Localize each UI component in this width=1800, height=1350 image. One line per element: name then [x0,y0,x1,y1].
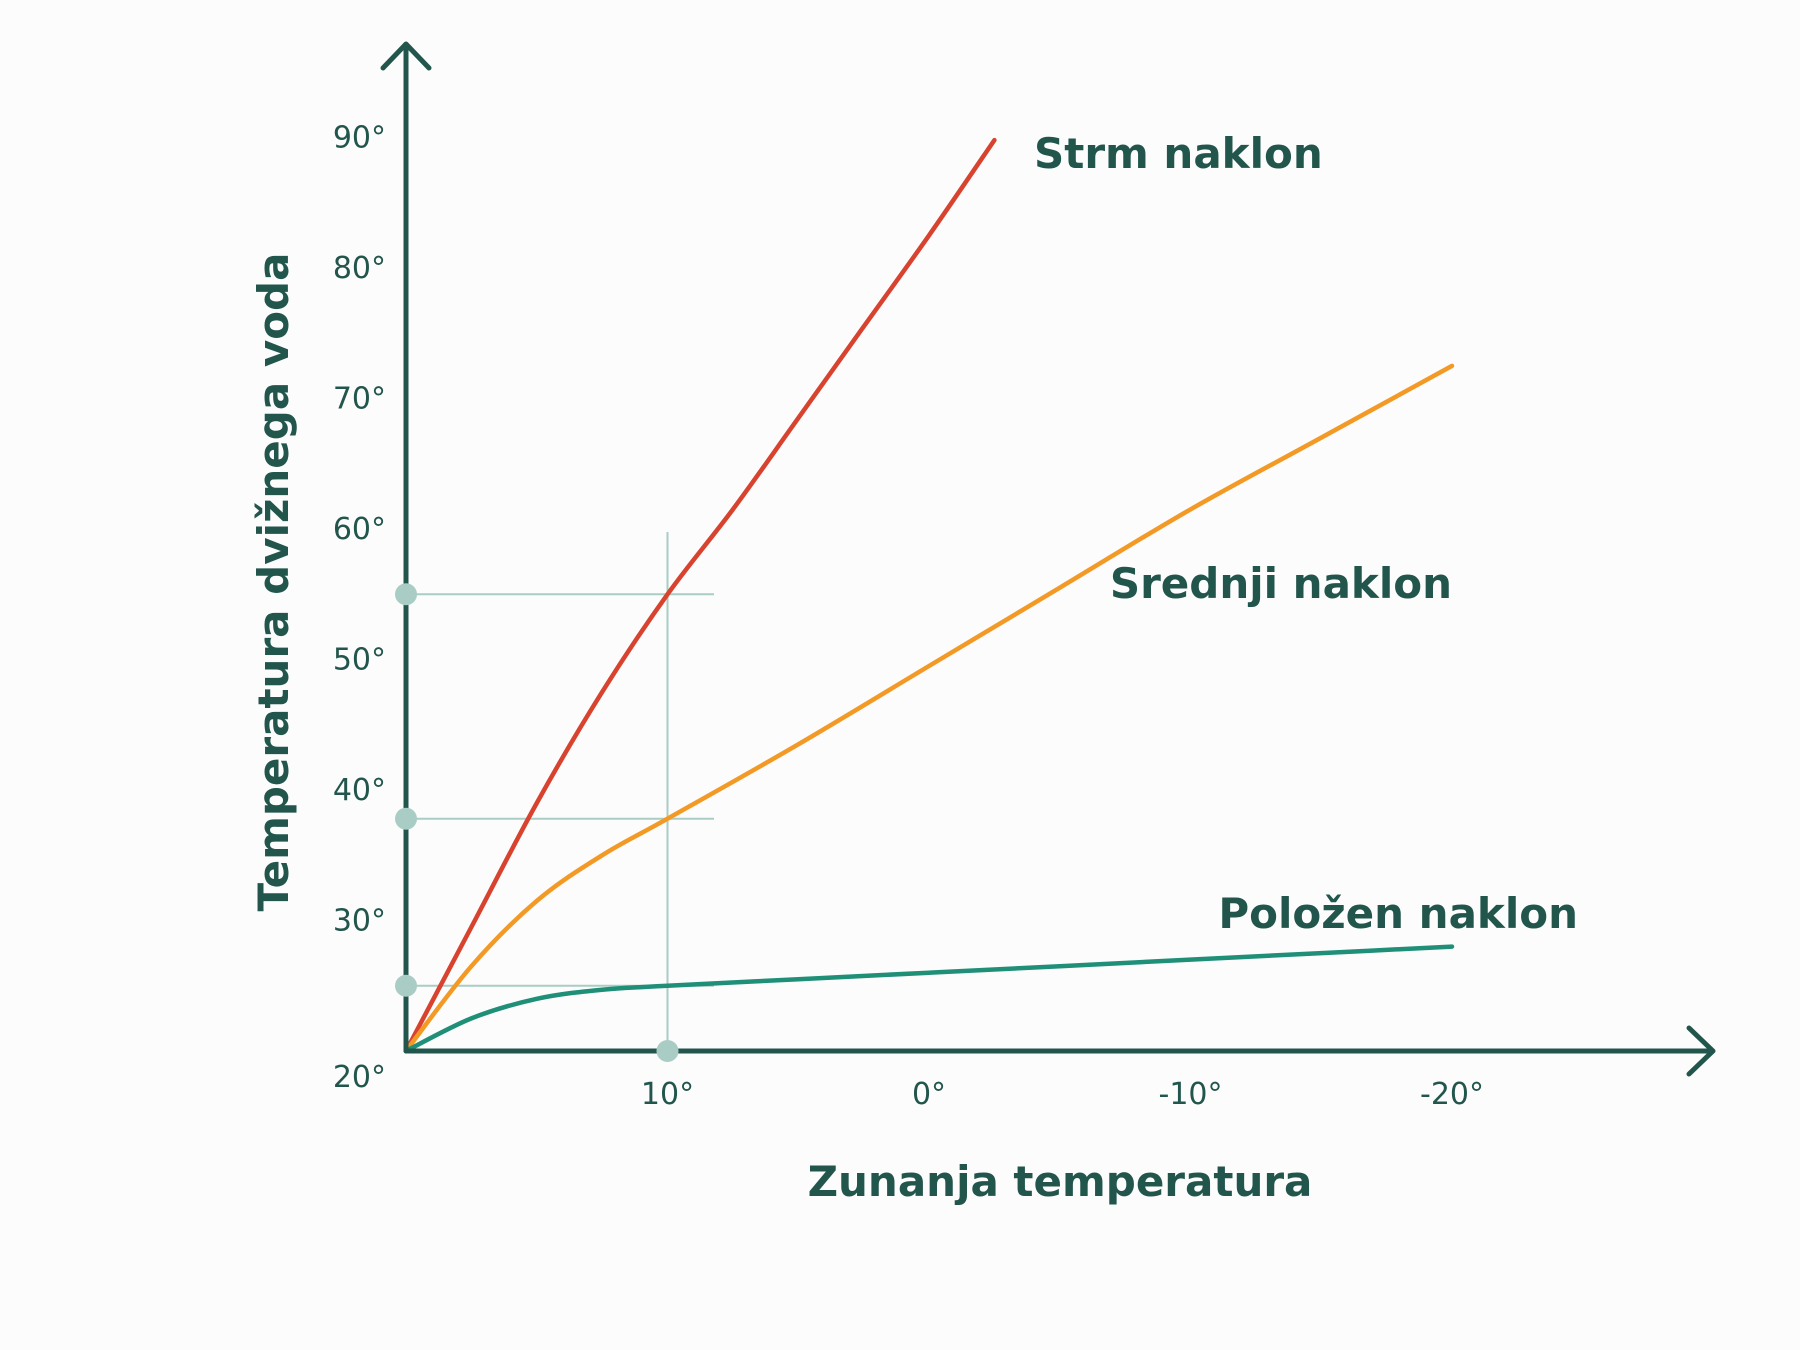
steep-curve-line [403,137,997,1054]
y-tick-label: 80° [333,251,386,286]
x-guide-marker [656,1040,679,1062]
flat-curve-label: Položen naklon [1218,889,1578,938]
y-guide-marker [395,974,417,997]
y-axis-arrowhead [380,41,432,71]
tick-labels: 20° 30° 40° 50° 60° 70° 80° 90° 10° 0° -10° -20° [333,121,1484,1113]
x-axis-arrowhead [1686,1025,1716,1077]
flat-curve-line [403,944,1455,1054]
axes [380,41,1716,1077]
y-tick-label: 60° [333,512,386,547]
steep-curve-label: Strm naklon [1034,129,1323,178]
y-tick-label: 20° [333,1060,386,1095]
y-guide-marker [395,583,417,606]
medium-curve-label: Srednji naklon [1110,559,1452,608]
x-tick-label: -20° [1420,1077,1484,1112]
x-tick-label: -10° [1159,1077,1223,1112]
guide-lines [406,532,714,1051]
series-lines [403,137,1455,1054]
y-tick-label: 50° [333,643,386,678]
y-guide-marker [395,807,417,830]
y-tick-label: 70° [333,382,386,417]
y-tick-label: 30° [333,904,386,939]
y-tick-label: 40° [333,773,386,808]
x-tick-label: 0° [912,1077,946,1112]
series-labels: Strm naklon Srednji naklon Položen naklon [1034,129,1578,938]
x-tick-label: 10° [641,1077,694,1112]
y-tick-label: 90° [333,121,386,156]
y-axis-title: Temperatura dvižnega voda [249,253,298,912]
guide-markers [395,583,679,1062]
medium-curve-line [403,363,1455,1054]
x-axis-title: Zunanja temperatura [808,1157,1313,1206]
